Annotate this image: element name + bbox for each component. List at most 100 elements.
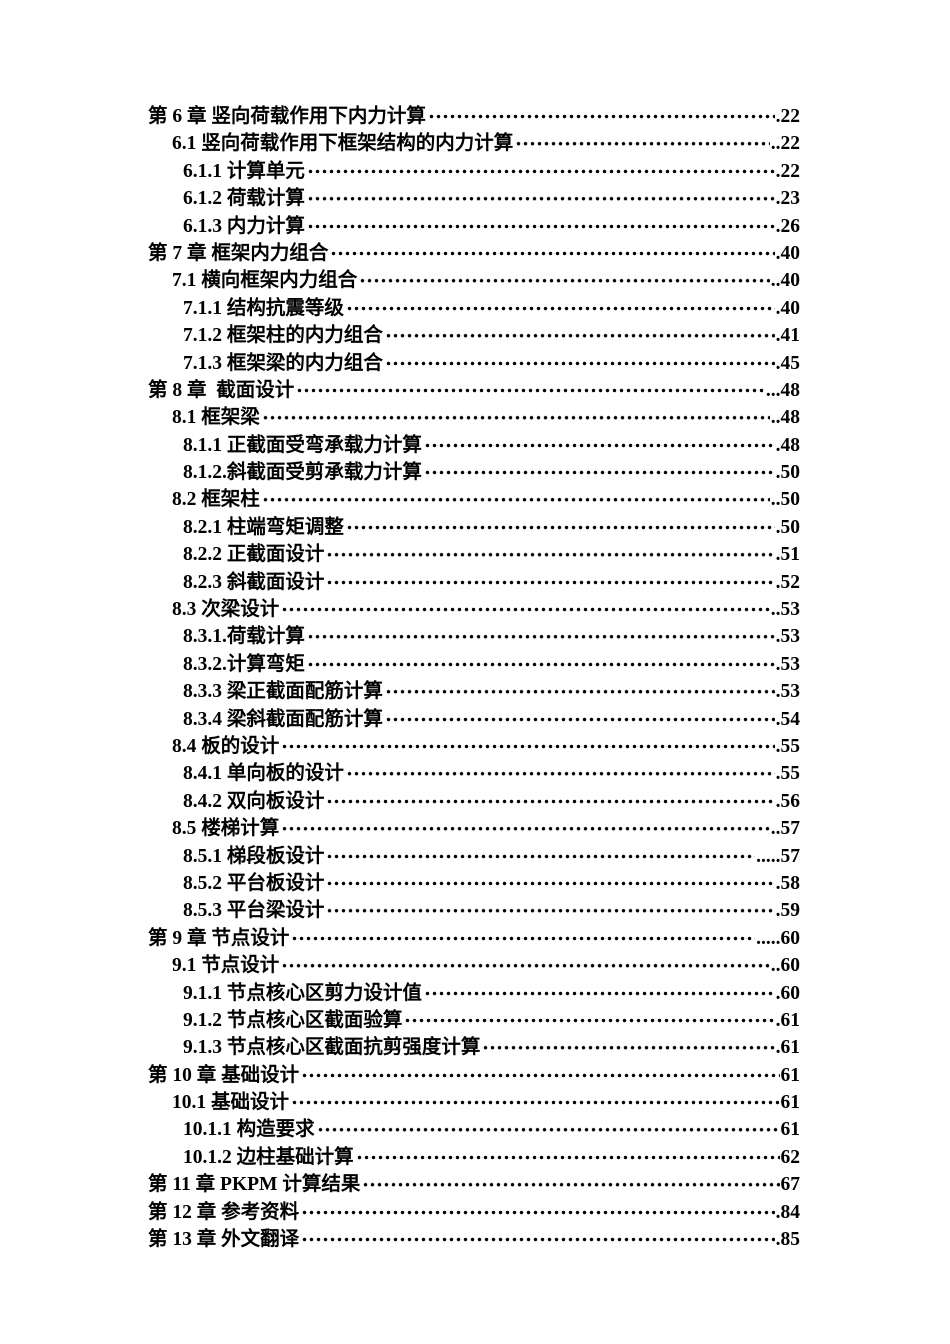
dot-leader: [355, 1143, 780, 1172]
toc-entry[interactable]: 8.1.1 正截面受弯承载力计算 .48: [148, 431, 800, 460]
toc-entry[interactable]: 10.1.2 边柱基础计算 62: [148, 1143, 800, 1172]
toc-entry-title: 第 8 章 截面设计: [148, 379, 295, 401]
toc-entry[interactable]: 8.5.2 平台板设计 .58: [148, 869, 800, 898]
toc-entry[interactable]: 8.4.1 单向板的设计 .55: [148, 760, 800, 788]
dot-leader: [301, 1198, 775, 1227]
toc-entry[interactable]: 8.3.2.计算弯矩 .53: [148, 650, 800, 679]
toc-entry[interactable]: 9.1.1 节点核心区剪力设计值 .60: [148, 979, 800, 1007]
toc-entry-title: 8.5.1 梯段板设计: [183, 845, 325, 867]
toc-entry[interactable]: 8.3 次梁设计 ..53: [148, 596, 800, 624]
toc-entry[interactable]: 9.1.3 节点核心区截面抗剪强度计算 .61: [148, 1034, 800, 1062]
toc-entry[interactable]: 8.1.2.斜截面受剪承载力计算 .50: [148, 459, 800, 487]
toc-entry-title: 第 10 章 基础设计: [148, 1064, 300, 1086]
toc-entry[interactable]: 8.2.1 柱端弯矩调整 .50: [148, 513, 800, 542]
toc-entry[interactable]: 第 8 章 截面设计 ...48: [148, 376, 800, 405]
toc-entry[interactable]: 6.1.3 内力计算 .26: [148, 212, 800, 240]
toc-entry[interactable]: 第 10 章 基础设计 61: [148, 1061, 800, 1090]
toc-entry-page: .40: [775, 297, 800, 319]
toc-entry[interactable]: 7.1.1 结构抗震等级 .40: [148, 294, 800, 323]
toc-entry[interactable]: 8.2.2 正截面设计 .51: [148, 541, 800, 569]
toc-entry[interactable]: 10.1.1 构造要求 61: [148, 1116, 801, 1144]
toc-entry-title: 10.1.1 构造要求: [183, 1119, 315, 1141]
toc-entry[interactable]: 6.1.2 荷载计算 .23: [148, 185, 800, 213]
toc-entry[interactable]: 8.2.3 斜截面设计 .52: [148, 568, 800, 597]
toc-entry[interactable]: 8.2 框架柱 ..50: [148, 486, 800, 514]
dot-leader: [345, 513, 775, 542]
toc-entry-title: 第 6 章 竖向荷载作用下内力计算: [148, 106, 426, 127]
toc-entry[interactable]: 第 11 章 PKPM 计算结果 67: [148, 1171, 801, 1199]
toc-entry-page: 61: [780, 1119, 801, 1141]
toc-entry[interactable]: 第 6 章 竖向荷载作用下内力计算 .22: [148, 103, 800, 131]
dot-leader: [384, 322, 775, 350]
toc-entry-title: 7.1.3 框架梁的内力组合: [183, 352, 383, 374]
toc-entry-page: ..57: [770, 818, 800, 840]
toc-entry[interactable]: 7.1 横向框架内力组合 ..40: [148, 267, 800, 295]
toc-entry[interactable]: 8.1 框架梁 ..48: [148, 404, 800, 432]
toc-entry-title: 8.2.1 柱端弯矩调整: [183, 516, 344, 538]
toc-entry[interactable]: 9.1.2 节点核心区截面验算 .61: [148, 1006, 800, 1035]
dot-leader: [301, 1226, 775, 1254]
dot-leader: [326, 568, 775, 597]
toc-entry[interactable]: 10.1 基础设计 61: [148, 1089, 800, 1117]
toc-entry-page: .26: [775, 215, 800, 237]
dot-leader: [404, 1006, 775, 1035]
toc-entry-page: .60: [775, 982, 800, 1004]
toc-entry-page: .48: [775, 434, 800, 456]
toc-entry[interactable]: 6.1 竖向荷载作用下框架结构的内力计算 ..22: [148, 130, 800, 158]
toc-entry[interactable]: 第 7 章 框架内力组合 .40: [148, 239, 800, 268]
toc-entry-page: ..50: [770, 489, 800, 511]
toc-entry[interactable]: 8.5.1 梯段板设计 .....57: [148, 842, 800, 870]
toc-entry-page: ..48: [770, 407, 800, 429]
toc-entry-title: 7.1.2 框架柱的内力组合: [183, 325, 383, 347]
toc-entry[interactable]: 6.1.1 计算单元 .22: [148, 157, 800, 186]
toc-entry[interactable]: 第 9 章 节点设计 .....60: [148, 924, 800, 953]
toc-entry[interactable]: 8.3.1.荷载计算 .53: [148, 623, 800, 651]
toc-entry-page: .54: [775, 708, 800, 730]
toc-entry-page: ..22: [770, 133, 800, 155]
toc-entry-page: .52: [775, 571, 800, 593]
toc-entry[interactable]: 8.5.3 平台梁设计 .59: [148, 897, 800, 925]
toc-entry-title: 8.5.3 平台梁设计: [183, 900, 325, 922]
dot-leader: [423, 979, 775, 1007]
toc-entry[interactable]: 8.3.3 梁正截面配筋计算 .53: [148, 678, 800, 706]
toc-entry[interactable]: 第 13 章 外文翻译 .85: [148, 1226, 800, 1254]
toc-entry[interactable]: 8.4.2 双向板设计 .56: [148, 787, 800, 816]
dot-leader: [330, 239, 775, 268]
dot-leader: [291, 924, 756, 953]
toc-entry-title: 8.4.1 单向板的设计: [183, 763, 344, 785]
toc-entry-page: .61: [775, 1037, 800, 1059]
toc-entry-title: 9.1.3 节点核心区截面抗剪强度计算: [183, 1037, 481, 1059]
toc-entry-title: 第 9 章 节点设计: [148, 927, 290, 949]
dot-leader: [384, 705, 775, 733]
toc-entry-title: 8.2.3 斜截面设计: [183, 571, 325, 593]
toc-entry-title: 第 11 章 PKPM 计算结果: [148, 1174, 361, 1196]
dot-leader: [306, 623, 775, 651]
toc-entry[interactable]: 8.5 楼梯计算 ..57: [148, 815, 800, 843]
toc-entry-title: 8.3.2.计算弯矩: [183, 653, 305, 675]
toc-entry-title: 7.1.1 结构抗震等级: [183, 297, 344, 319]
toc-entry-title: 8.5.2 平台板设计: [183, 872, 325, 894]
toc-entry-page: .23: [775, 188, 800, 210]
toc-entry[interactable]: 第 12 章 参考资料 .84: [148, 1198, 800, 1227]
toc-entry-page: 67: [780, 1174, 801, 1196]
toc-list: 第 6 章 竖向荷载作用下内力计算 .22 6.1 竖向荷载作用下框架结构的内力计算…: [148, 103, 801, 1254]
toc-entry-title: 6.1.2 荷载计算: [183, 188, 305, 210]
toc-entry-page: .53: [775, 681, 800, 703]
toc-entry-page: .53: [775, 653, 800, 675]
toc-entry-page: .50: [775, 516, 800, 538]
toc-entry-title: 6.1.3 内力计算: [183, 215, 305, 237]
toc-entry[interactable]: 9.1 节点设计 ..60: [148, 952, 800, 980]
toc-entry[interactable]: 7.1.3 框架梁的内力组合 .45: [148, 349, 800, 377]
toc-entry-page: .56: [775, 790, 800, 812]
toc-entry-title: 8.3.4 梁斜截面配筋计算: [183, 708, 383, 730]
toc-entry-page: ..40: [770, 270, 800, 292]
dot-leader: [482, 1034, 775, 1062]
toc-entry[interactable]: 8.4 板的设计 .55: [148, 732, 800, 761]
toc-entry-title: 6.1.1 计算单元: [183, 160, 305, 182]
dot-leader: [281, 815, 770, 843]
dot-leader: [306, 157, 775, 186]
toc-entry[interactable]: 7.1.2 框架柱的内力组合 .41: [148, 322, 800, 350]
toc-entry-title: 8.4.2 双向板设计: [183, 790, 325, 812]
toc-entry-page: ...48: [765, 379, 800, 401]
toc-entry[interactable]: 8.3.4 梁斜截面配筋计算 .54: [148, 705, 800, 733]
